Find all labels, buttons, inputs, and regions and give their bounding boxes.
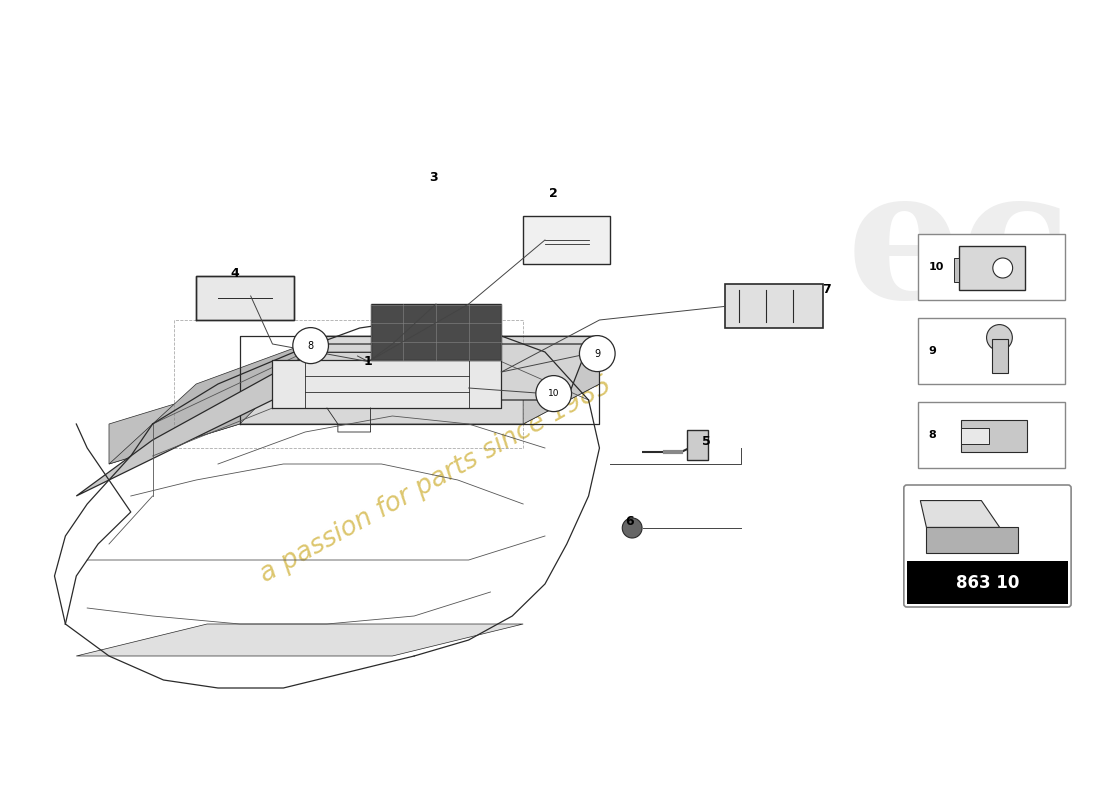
Text: 8: 8 [308, 341, 314, 350]
Bar [906, 561, 1068, 604]
Bar [917, 318, 1065, 384]
Text: 6: 6 [626, 515, 635, 528]
Circle shape [623, 518, 642, 538]
Polygon shape [725, 284, 823, 328]
Bar [954, 258, 959, 282]
Circle shape [536, 375, 572, 411]
Text: 9: 9 [594, 349, 601, 358]
FancyBboxPatch shape [904, 485, 1071, 607]
Text: 10: 10 [928, 262, 944, 272]
Polygon shape [371, 304, 502, 360]
Text: 3: 3 [429, 171, 438, 184]
Circle shape [987, 325, 1012, 350]
Text: 9: 9 [928, 346, 936, 356]
Circle shape [993, 258, 1013, 278]
Polygon shape [926, 527, 1018, 553]
Polygon shape [109, 384, 240, 464]
Bar [686, 430, 708, 460]
Text: 1: 1 [364, 355, 373, 368]
Circle shape [293, 328, 329, 363]
Polygon shape [524, 336, 600, 424]
Polygon shape [240, 336, 600, 424]
Text: 4: 4 [230, 267, 239, 280]
Polygon shape [273, 360, 502, 408]
Polygon shape [921, 501, 1000, 527]
Text: 7: 7 [822, 283, 830, 296]
Bar [961, 420, 1026, 452]
Bar [961, 428, 989, 444]
Text: 5: 5 [702, 435, 711, 448]
Text: 2: 2 [549, 187, 558, 200]
Text: a passion for parts since 1985: a passion for parts since 1985 [255, 372, 616, 588]
Bar [959, 246, 1024, 290]
Polygon shape [76, 624, 524, 656]
Text: ec: ec [847, 160, 1071, 336]
Bar [917, 234, 1065, 300]
Polygon shape [109, 336, 327, 464]
Bar [992, 339, 1009, 373]
Text: 863 10: 863 10 [956, 574, 1020, 591]
Polygon shape [76, 344, 327, 496]
Circle shape [580, 335, 615, 371]
Text: 10: 10 [548, 389, 560, 398]
Bar [917, 402, 1065, 468]
Polygon shape [196, 276, 295, 320]
Polygon shape [273, 344, 588, 400]
Polygon shape [524, 216, 611, 264]
Text: 8: 8 [928, 430, 936, 440]
